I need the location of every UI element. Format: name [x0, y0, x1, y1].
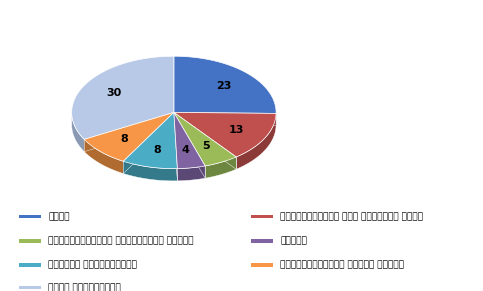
- Polygon shape: [84, 139, 123, 173]
- Polygon shape: [174, 112, 236, 166]
- Polygon shape: [174, 112, 236, 169]
- Polygon shape: [174, 112, 276, 126]
- Text: 5: 5: [202, 141, 210, 151]
- Text: ग्राहकोपयोगी वापराच्या वस्तू: ग्राहकोपयोगी वापराच्या वस्तू: [48, 236, 194, 245]
- Polygon shape: [205, 157, 236, 178]
- Polygon shape: [71, 111, 84, 152]
- Polygon shape: [84, 112, 174, 161]
- Polygon shape: [174, 56, 276, 113]
- Polygon shape: [71, 56, 174, 139]
- Text: वित्तपुरवठा आणि वित्तीय सेवा: वित्तपुरवठा आणि वित्तीय सेवा: [280, 212, 423, 221]
- Polygon shape: [174, 112, 177, 181]
- FancyBboxPatch shape: [251, 239, 273, 243]
- Text: 30: 30: [106, 88, 122, 98]
- Polygon shape: [174, 112, 205, 168]
- Polygon shape: [236, 113, 276, 169]
- Polygon shape: [174, 112, 177, 181]
- Polygon shape: [174, 112, 236, 169]
- Text: 13: 13: [228, 125, 243, 135]
- Text: ग्राहकोपयोगी टिकाउ वस्तू: ग्राहकोपयोगी टिकाउ वस्तू: [280, 261, 404, 270]
- Text: 23: 23: [216, 81, 231, 91]
- Polygon shape: [123, 112, 174, 173]
- Polygon shape: [174, 112, 276, 126]
- Text: 8: 8: [120, 134, 128, 144]
- FancyBboxPatch shape: [19, 263, 41, 267]
- Text: उर्जा: उर्जा: [280, 236, 307, 245]
- Polygon shape: [174, 112, 205, 178]
- Polygon shape: [174, 112, 205, 178]
- Text: बँका: बँका: [48, 212, 70, 221]
- FancyBboxPatch shape: [251, 215, 273, 218]
- Polygon shape: [123, 112, 177, 169]
- Polygon shape: [174, 112, 276, 157]
- Polygon shape: [123, 161, 177, 181]
- FancyBboxPatch shape: [19, 285, 41, 289]
- Polygon shape: [84, 112, 174, 152]
- Text: अन्य गुंतवणुका: अन्य गुंतवणुका: [48, 283, 121, 291]
- FancyBboxPatch shape: [19, 239, 41, 243]
- FancyBboxPatch shape: [19, 215, 41, 218]
- Polygon shape: [84, 112, 174, 152]
- Text: 4: 4: [182, 145, 190, 155]
- Polygon shape: [123, 112, 174, 173]
- Text: माहिती तंत्रज्ञान: माहिती तंत्रज्ञान: [48, 261, 137, 270]
- FancyBboxPatch shape: [251, 263, 273, 267]
- Polygon shape: [177, 166, 205, 181]
- Text: 8: 8: [154, 145, 161, 155]
